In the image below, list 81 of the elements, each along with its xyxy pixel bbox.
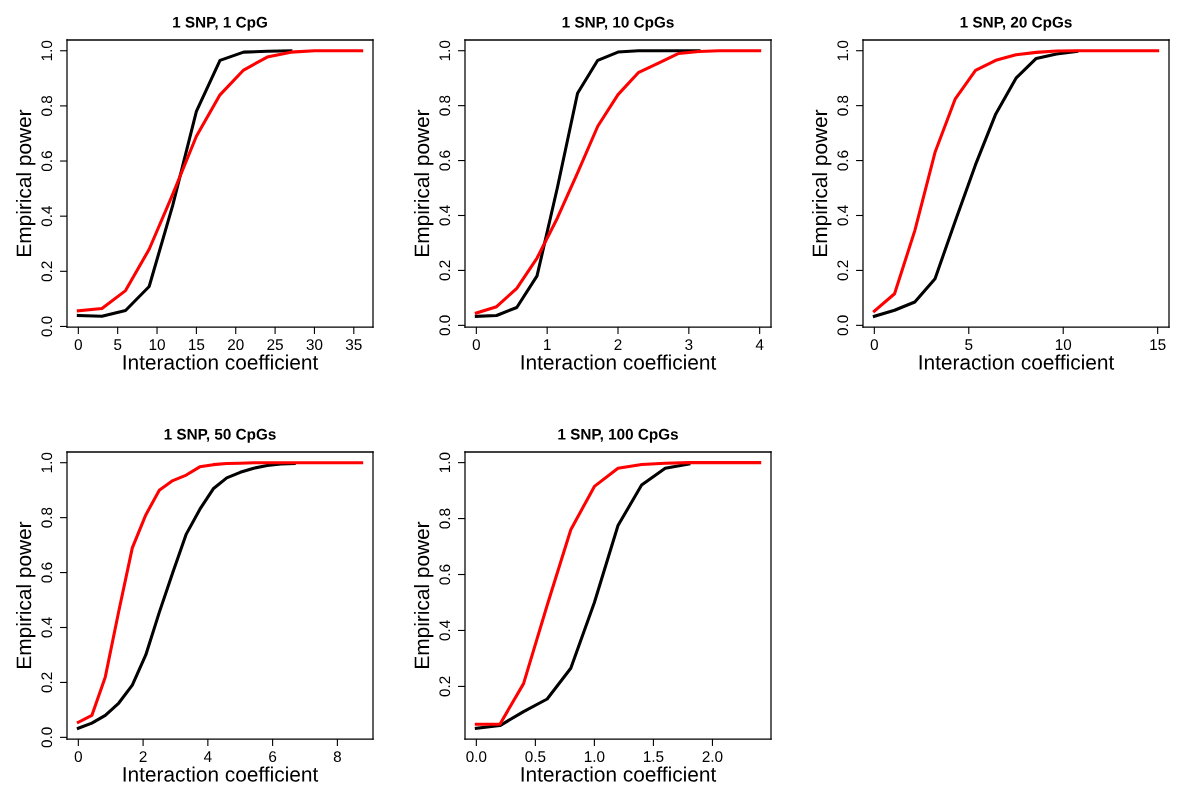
y-tick-label: 0.4 [439,205,451,226]
y-tick-label: 0.8 [439,95,451,116]
x-tick-label: 2 [614,339,622,350]
y-axis-title: Empirical power [413,521,434,668]
y-axis-title: Empirical power [15,521,36,668]
x-tick-label: 20 [228,339,244,351]
y-tick-label: 1.0 [439,452,451,473]
y-tick-label: 1.0 [41,40,53,61]
y-axis-title: Empirical power [413,109,434,256]
x-tick-label: 4 [203,751,212,762]
x-tick-label: 0 [870,339,878,351]
y-tick-label: 0.2 [41,672,53,693]
y-tick-label: 0.4 [41,617,53,638]
line-series [474,461,762,726]
y-tick-label: 0.4 [439,620,451,641]
chart-title: 1 SNP, 50 CpGs [164,428,276,443]
y-tick-label: 0.2 [837,260,849,281]
y-tick-label: 0.2 [439,260,451,281]
chart-title: 1 SNP, 1 CpG [173,16,267,31]
y-tick-label: 0.8 [41,95,53,116]
y-tick-label: 0.0 [41,727,53,748]
y-tick-label: 0.0 [41,316,53,337]
line-series [76,49,364,313]
line-series [872,49,1160,313]
y-tick-label: 0.2 [41,261,53,282]
y-tick-label: 0.6 [41,562,53,583]
x-tick-label: 2 [139,751,147,762]
x-axis-title: Interaction coefficient [123,766,319,782]
y-tick-label: 0.4 [41,206,53,227]
y-tick-label: 0.2 [439,676,451,697]
y-axis-title: Empirical power [15,109,36,256]
x-axis-title: Interaction coefficient [919,354,1115,370]
y-axis-title: Empirical power [811,109,832,256]
y-tick-label: 0.0 [837,315,849,336]
x-tick-label: 0 [472,339,480,351]
x-tick-label: 1.0 [584,751,605,763]
x-axis-title: Interaction coefficient [123,354,319,370]
x-tick-label: 8 [333,751,341,763]
y-tick-label: 0.4 [837,205,849,226]
y-tick-label: 1.0 [837,40,849,61]
chart-title: 1 SNP, 100 CpGs [558,428,678,443]
line-series [76,49,293,318]
x-tick-label: 10 [1055,339,1072,351]
line-series [474,462,691,730]
y-tick-label: 0.8 [439,508,451,529]
x-tick-label: 30 [306,339,323,351]
x-tick-label: 5 [965,339,973,351]
x-tick-label: 1.5 [643,751,664,763]
x-tick-label: 6 [269,751,277,763]
x-axis-title: Interaction coefficient [521,354,717,370]
x-tick-label: 3 [685,339,693,351]
y-tick-label: 0.6 [41,151,53,172]
x-tick-label: 15 [1150,339,1166,351]
x-tick-label: 4 [755,339,764,350]
line-series [872,50,1079,318]
line-series [76,461,364,724]
x-tick-label: 2.0 [702,751,723,763]
x-tick-label: 10 [149,339,165,351]
x-axis-title: Interaction coefficient [521,766,717,782]
y-tick-label: 0.8 [837,95,849,116]
line-series [76,462,296,730]
x-tick-label: 15 [189,339,205,351]
x-tick-label: 0.5 [525,751,546,763]
line-series [474,49,762,315]
y-tick-label: 0.8 [41,507,53,528]
line-series [474,49,701,318]
x-tick-label: 1 [544,339,551,350]
x-tick-label: 0 [74,339,82,351]
x-tick-label: 0.0 [466,751,487,763]
x-tick-label: 0 [74,751,82,763]
y-tick-label: 0.6 [837,150,849,171]
x-tick-label: 35 [345,339,362,351]
y-tick-label: 0.6 [439,150,451,171]
y-tick-label: 0.6 [439,564,451,585]
x-tick-label: 25 [267,339,283,351]
chart-title: 1 SNP, 20 CpGs [960,16,1072,31]
chart-title: 1 SNP, 10 CpGs [562,16,674,31]
y-tick-label: 1.0 [439,40,451,61]
y-tick-label: 1.0 [41,452,53,473]
x-tick-label: 5 [114,339,122,351]
y-tick-label: 0.0 [439,315,451,336]
